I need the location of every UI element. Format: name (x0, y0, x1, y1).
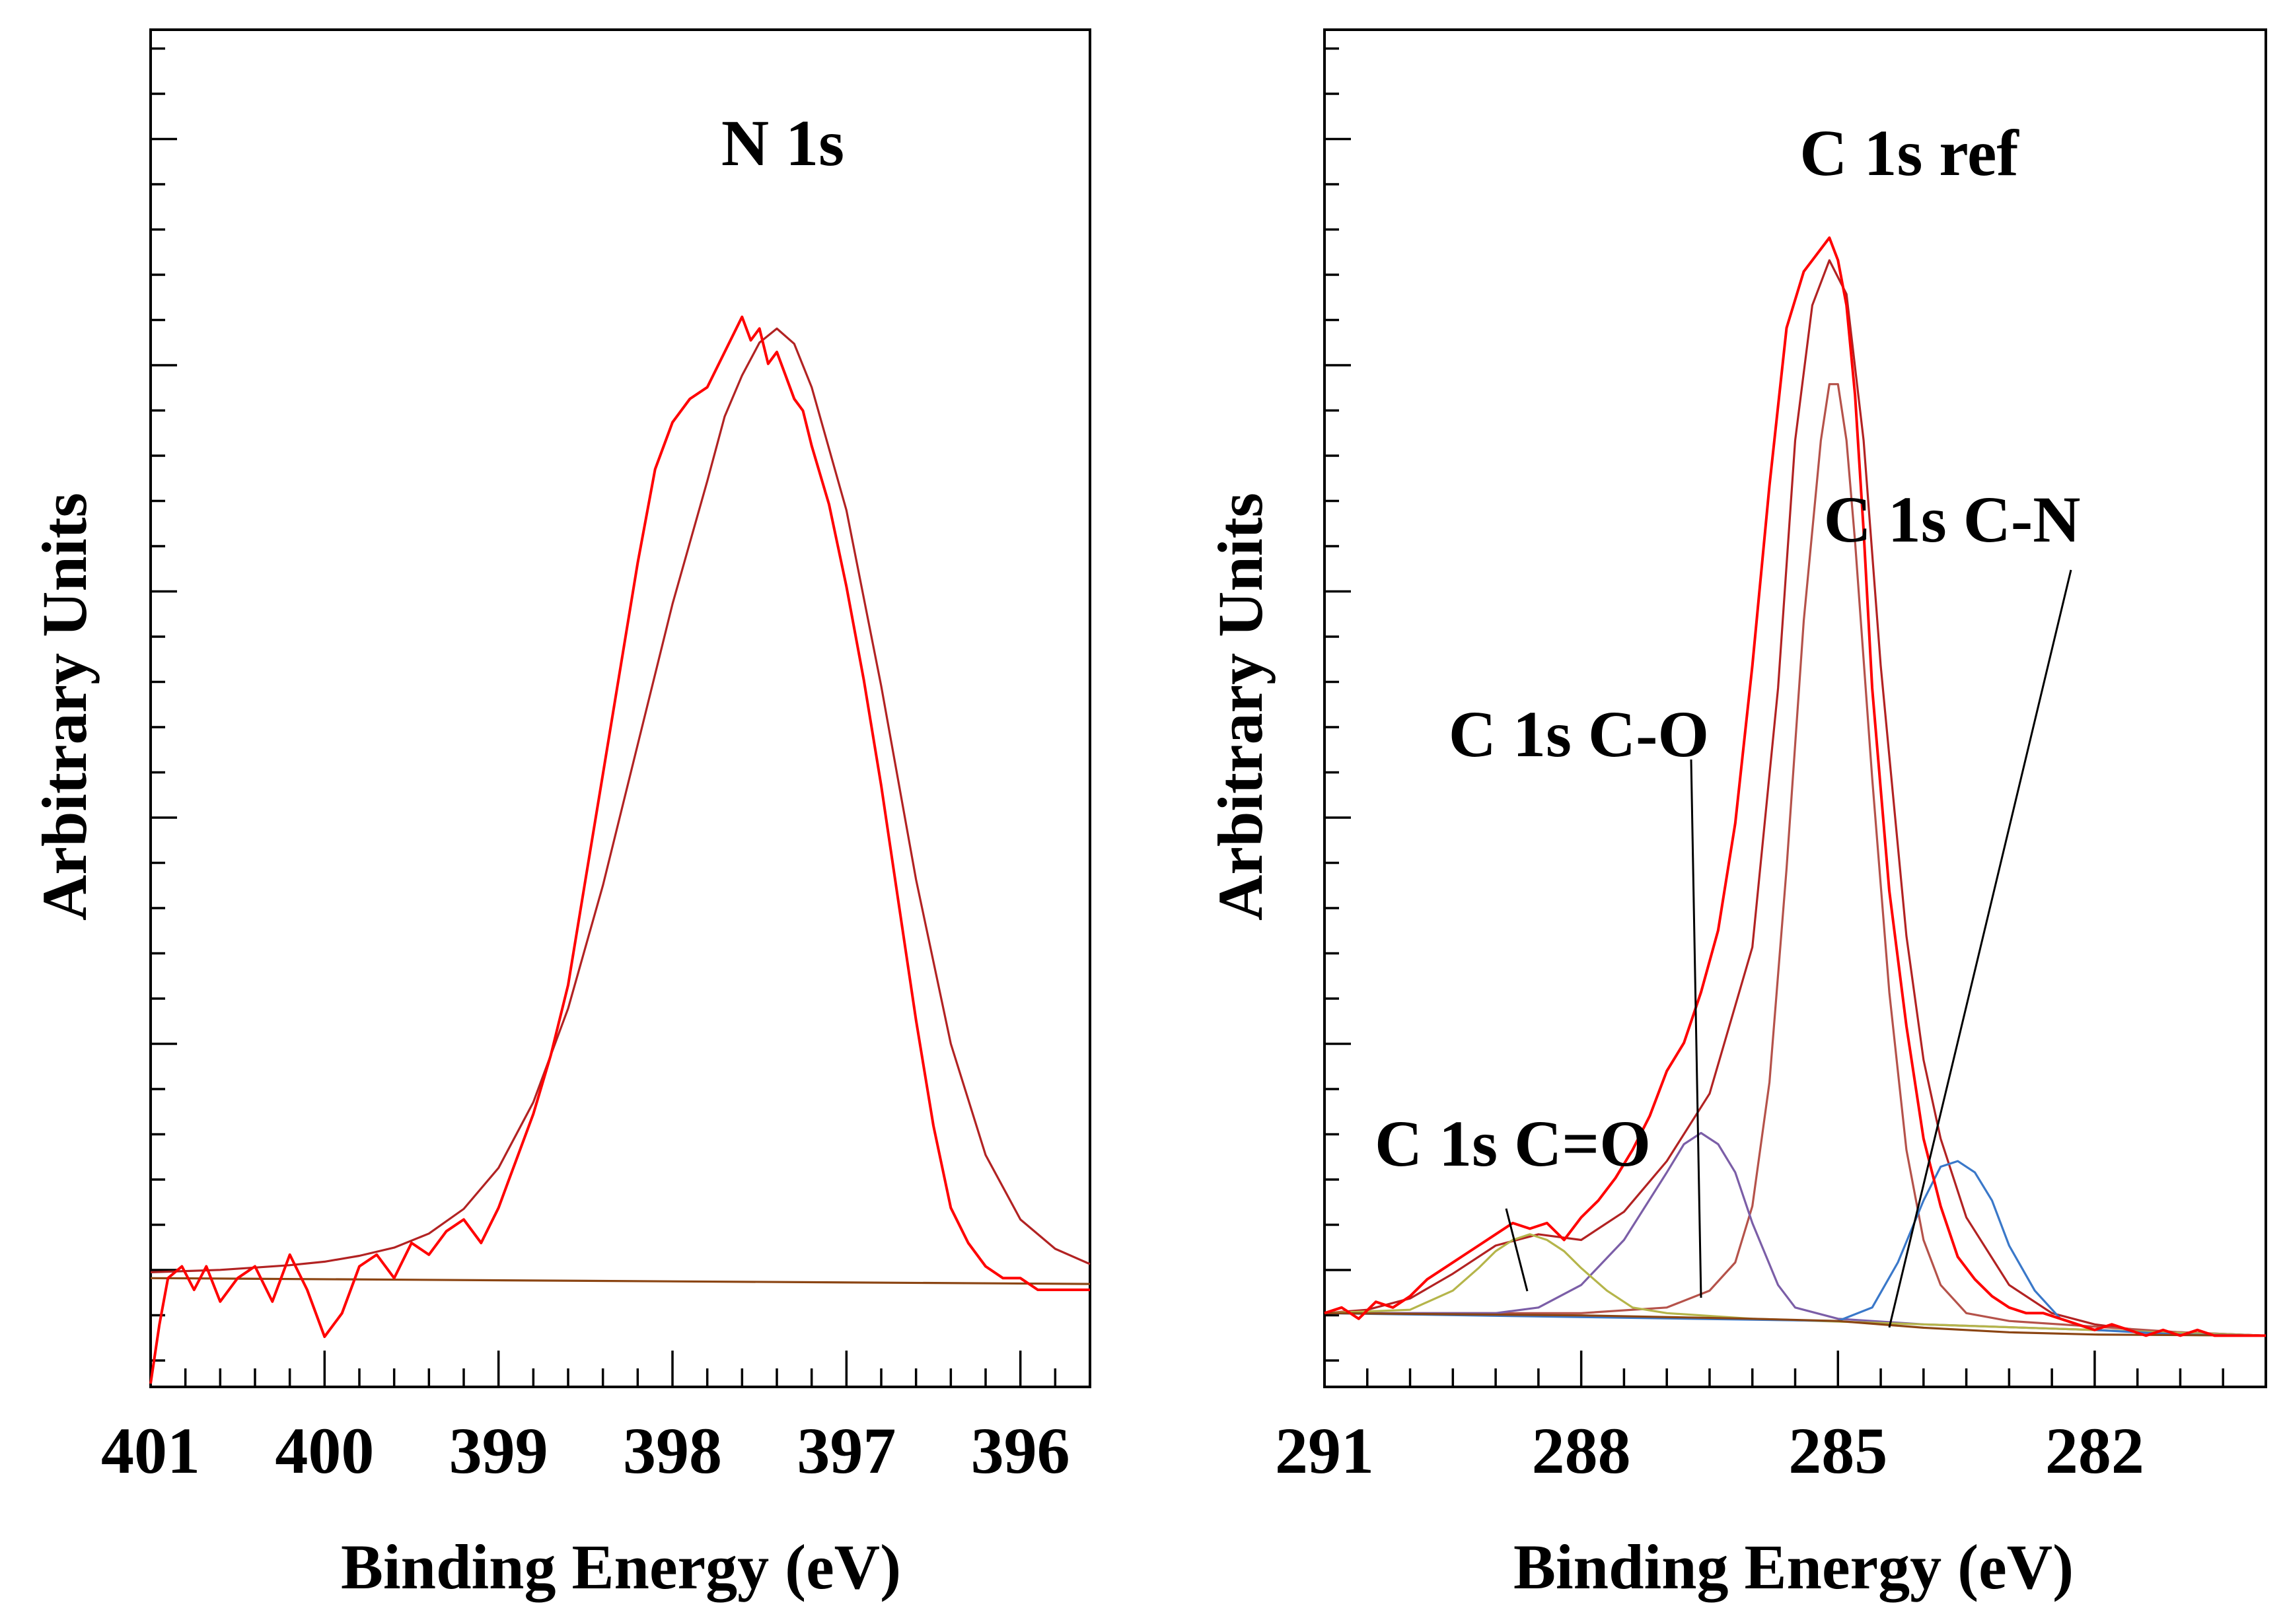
x-tick-label: 398 (623, 1414, 722, 1487)
x-tick-label: 397 (797, 1414, 896, 1487)
n1s-tick-labels: 401 400 399 398 397 396 (101, 1414, 1070, 1487)
x-tick-label: 401 (101, 1414, 200, 1487)
c1s-y-axis-label: Arbitrary Units (1205, 493, 1276, 921)
series-raw (1324, 236, 2266, 1337)
c1s-ticks (1323, 47, 2267, 1387)
n1s-ticks (149, 47, 1091, 1387)
c1s-panel: C 1s C-N C 1s C-O C 1s C=O 291 288 285 282 C … (1205, 28, 2267, 1602)
c1s-title: C 1s ref (1799, 116, 2019, 190)
x-tick-label: 399 (449, 1414, 548, 1487)
annotation-c-1s-c-n: C 1s C-N (1824, 483, 2081, 556)
x-tick-label: 282 (2045, 1414, 2144, 1487)
annotation-leader-c-1s-c-o (1690, 759, 1702, 1298)
series-c-1s-ref (1324, 383, 2267, 1337)
annotation-leader-c-1s-c-n (1888, 569, 2072, 1328)
series-raw (149, 315, 1090, 1384)
n1s-x-axis-label: Binding Energy (eV) (341, 1532, 901, 1602)
c1s-x-axis-label: Binding Energy (eV) (1513, 1532, 2074, 1602)
x-tick-label: 288 (1532, 1414, 1631, 1487)
annotation-c-1s-c-o: C 1s C=O (1375, 1107, 1651, 1180)
n1s-title: N 1s (721, 106, 844, 180)
annotation-leader-c-1s-c-o (1505, 1208, 1529, 1292)
c1s-series (1324, 236, 2267, 1337)
series-background (1324, 1312, 2267, 1337)
x-tick-label: 291 (1275, 1414, 1374, 1487)
series-fit (150, 327, 1091, 1273)
series-c-1s-c-o (1324, 1131, 2267, 1337)
n1s-panel: 401 400 399 398 397 396 N 1s Binding Energy (… (29, 28, 1091, 1602)
c1s-tick-labels: 291 288 285 282 (1275, 1414, 2144, 1487)
x-tick-label: 400 (275, 1414, 374, 1487)
c1s-annotations: C 1s C-N C 1s C-O C 1s C=O (1375, 483, 2081, 1328)
x-tick-label: 396 (971, 1414, 1070, 1487)
annotation-c-1s-c-o: C 1s C-O (1449, 697, 1709, 771)
n1s-y-axis-label: Arbitrary Units (29, 493, 100, 921)
n1s-plot-frame (149, 28, 1091, 1388)
series-c-1s-c-o (1324, 1233, 2267, 1337)
series-envelope (1324, 259, 2267, 1337)
series-background (150, 1277, 1091, 1285)
n1s-series (149, 315, 1091, 1384)
x-tick-label: 285 (1788, 1414, 1887, 1487)
